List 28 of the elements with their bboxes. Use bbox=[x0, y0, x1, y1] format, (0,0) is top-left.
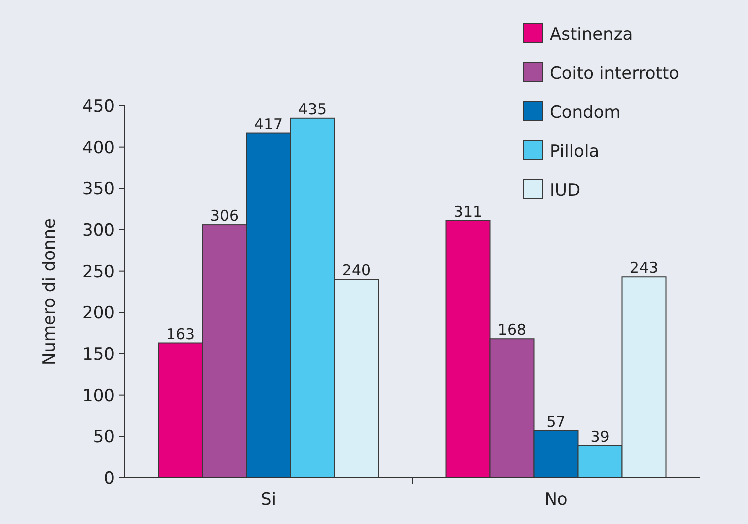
legend-label: IUD bbox=[550, 180, 581, 201]
data-label: 240 bbox=[342, 262, 372, 280]
y-tick-label: 450 bbox=[82, 96, 115, 117]
y-axis-title: Numero di donne bbox=[40, 218, 60, 366]
y-tick-label: 150 bbox=[82, 344, 115, 365]
data-label: 435 bbox=[298, 100, 328, 118]
data-label: 57 bbox=[546, 412, 566, 431]
y-tick-label: 350 bbox=[82, 180, 115, 200]
legend-label: Coito interrotto bbox=[550, 64, 680, 84]
legend-label: Condom bbox=[550, 102, 621, 123]
data-label: 39 bbox=[590, 428, 610, 446]
data-label: 311 bbox=[454, 202, 483, 221]
data-label: 243 bbox=[630, 259, 659, 278]
data-label: 306 bbox=[210, 207, 240, 226]
legend-label: Pillola bbox=[550, 142, 600, 162]
data-label: 163 bbox=[166, 325, 196, 344]
x-tick-label: No bbox=[544, 490, 568, 510]
data-label: 417 bbox=[254, 115, 284, 134]
y-tick-label: 50 bbox=[93, 428, 115, 448]
legend-label: Astinenza bbox=[550, 24, 634, 45]
y-tick-label: 300 bbox=[82, 220, 115, 241]
x-tick-label: Si bbox=[260, 490, 277, 510]
y-tick-label: 100 bbox=[82, 386, 115, 406]
y-tick-label: 400 bbox=[82, 138, 115, 158]
y-tick-label: 200 bbox=[82, 304, 115, 324]
data-label: 168 bbox=[498, 321, 527, 340]
y-tick-label: 0 bbox=[104, 468, 115, 489]
y-tick-label: 250 bbox=[82, 262, 115, 282]
